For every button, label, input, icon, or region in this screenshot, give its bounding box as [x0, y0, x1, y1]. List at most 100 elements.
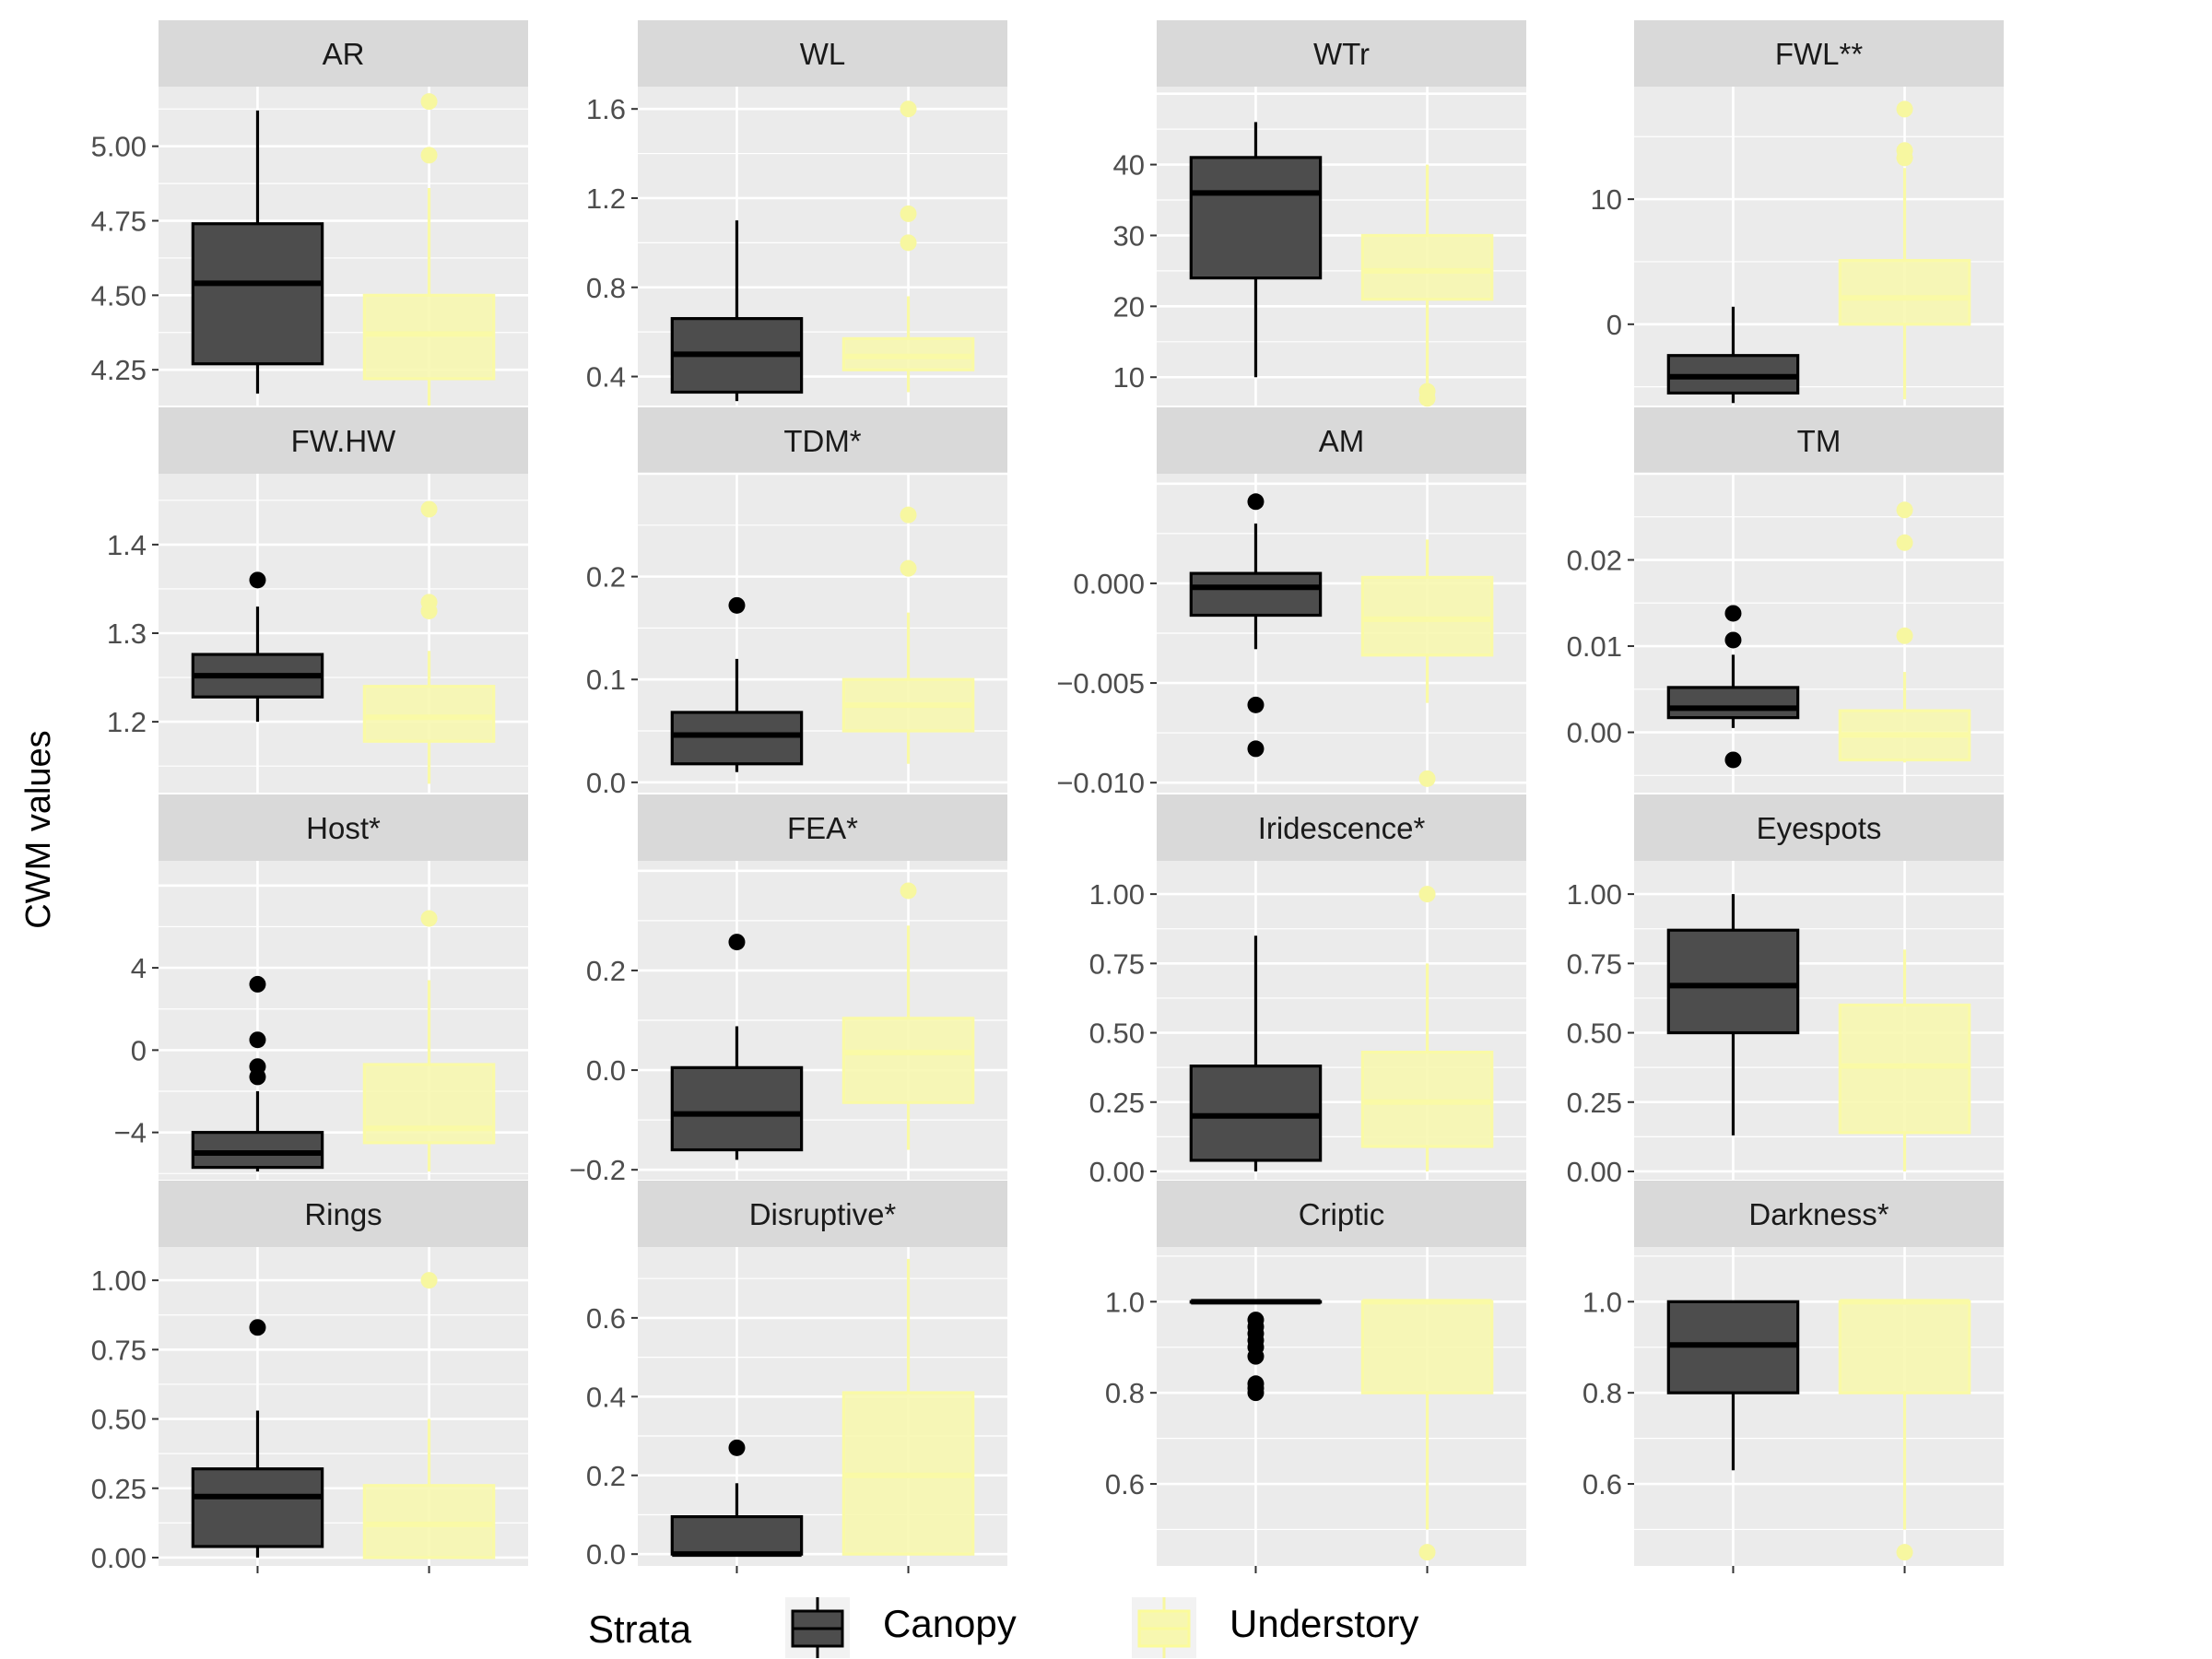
y-tick-label: 0.50: [1567, 1018, 1622, 1050]
outlier-point: [1896, 534, 1913, 551]
y-tick-label: 0.75: [91, 1334, 147, 1366]
box-understory-wtr: [1360, 164, 1494, 407]
strip-label-tm: TM: [1797, 424, 1841, 458]
panel-iridescence: Iridescence* 0.00 0.25 0.50 0.75 1.00: [1089, 794, 1526, 1188]
box-body: [1838, 259, 1971, 326]
box-canopy-darkness: [1666, 1300, 1800, 1471]
strip-wtr: [1157, 20, 1526, 87]
y-tick-label: −0.005: [1056, 667, 1145, 700]
outlier-point: [1247, 493, 1265, 511]
y-tick-label: 4.25: [91, 354, 147, 386]
strip-rings: [159, 1181, 528, 1247]
y-tick-label: 0.8: [1105, 1377, 1145, 1409]
outlier-point: [1724, 631, 1742, 649]
strip-label-fw-hw: FW.HW: [291, 424, 396, 458]
box-body: [362, 685, 496, 743]
y-tick-label: 1.00: [1567, 878, 1622, 911]
y-tick-label: 0.4: [586, 1381, 626, 1413]
outlier-point: [1724, 605, 1742, 622]
y-tick-label: 1.0: [1583, 1286, 1622, 1318]
y-tick-label: 0.0: [586, 1538, 626, 1571]
y-tick-label: 1.2: [586, 182, 626, 215]
strip-disruptive: [638, 1181, 1007, 1247]
strip-label-eyespots: Eyespots: [1757, 811, 1882, 845]
strip-tdm: [638, 407, 1007, 474]
y-tick-label: 0.00: [91, 1542, 147, 1574]
plot-area-darkness: [1634, 1247, 2004, 1566]
y-tick-label: 1.00: [91, 1265, 147, 1297]
y-tick-label: 1.6: [586, 93, 626, 125]
legend-key-understory: [1132, 1597, 1196, 1658]
strip-eyespots: [1634, 794, 2004, 861]
y-tick-label: 1.0: [1105, 1286, 1145, 1318]
box-body: [841, 1017, 975, 1104]
outlier-point: [728, 934, 746, 951]
box-body: [1360, 1050, 1494, 1148]
strip-label-disruptive: Disruptive*: [749, 1197, 897, 1231]
y-tick-label: 0.75: [1089, 947, 1145, 980]
box-understory-fea: [841, 882, 975, 1150]
y-tick-label: 10: [1591, 183, 1622, 216]
y-tick-label: 0.75: [1567, 947, 1622, 980]
y-tick-label: 40: [1113, 149, 1145, 182]
box-understory-disruptive: [841, 1258, 975, 1556]
y-tick-label: −0.2: [570, 1154, 626, 1186]
outlier-point: [1247, 1347, 1265, 1365]
strip-fea: [638, 794, 1007, 861]
y-tick-label: 0.6: [1583, 1468, 1622, 1500]
panel-fwl: FWL** 0 10: [1591, 20, 2004, 406]
panel-tm: TM 0.00 0.01 0.02: [1567, 407, 2004, 793]
strip-darkness: [1634, 1181, 2004, 1247]
plot-area-fwl: [1634, 87, 2004, 406]
panel-eyespots: Eyespots 0.00 0.25 0.50 0.75 1.00: [1567, 794, 2004, 1188]
y-tick-label: 0.8: [1583, 1377, 1622, 1409]
box-understory-rings: [362, 1272, 496, 1559]
panel-tdm: TDM* 0.0 0.1 0.2: [586, 407, 1007, 799]
box-canopy-rings: [191, 1319, 324, 1558]
y-tick-label: 20: [1113, 290, 1145, 323]
outlier-point: [249, 571, 266, 589]
strip-fw-hw: [159, 407, 528, 474]
outlier-point: [728, 1439, 746, 1456]
outlier-point: [1418, 1544, 1436, 1561]
y-tick-label: 0.6: [586, 1302, 626, 1335]
strip-label-rings: Rings: [304, 1197, 382, 1231]
y-tick-label: 0.50: [1089, 1018, 1145, 1050]
box-understory-iridescence: [1360, 886, 1494, 1171]
box-understory-ar: [362, 93, 496, 406]
strip-label-fwl: FWL**: [1775, 37, 1864, 71]
box-canopy-criptic: [1189, 1299, 1323, 1402]
outlier-point: [420, 147, 438, 164]
y-tick-label: 0.2: [586, 1460, 626, 1492]
strip-criptic: [1157, 1181, 1526, 1247]
strip-iridescence: [1157, 794, 1526, 861]
outlier-point: [900, 205, 917, 222]
box-canopy-iridescence: [1189, 935, 1323, 1171]
box-canopy-wtr: [1189, 122, 1323, 378]
box-understory-am: [1360, 539, 1494, 787]
box-body: [1360, 575, 1494, 657]
y-tick-label: 0.2: [586, 561, 626, 594]
box-understory-fw-hw: [362, 500, 496, 784]
outlier-point: [420, 594, 438, 611]
box-body: [1838, 1003, 1971, 1135]
strip-tm: [1634, 407, 2004, 474]
y-tick-label: 0.00: [1567, 717, 1622, 749]
strip-label-criptic: Criptic: [1299, 1197, 1385, 1231]
outlier-point: [420, 1272, 438, 1289]
box-body: [191, 1467, 324, 1548]
box-body: [670, 1065, 804, 1152]
outlier-point: [249, 1068, 266, 1086]
box-canopy-ar: [191, 110, 324, 394]
y-tick-label: −0.010: [1056, 767, 1145, 799]
outlier-point: [1418, 770, 1436, 787]
box-canopy-am: [1189, 493, 1323, 758]
box-body: [1360, 233, 1494, 301]
box-body: [1189, 156, 1323, 280]
panel-disruptive: Disruptive* 0.0 0.2 0.4 0.6: [586, 1181, 1007, 1573]
facet-panels: AR 4.25 4.50 4.75 5.00 WL 0.4 0.8 1.2 1.6 WTr 10 20 3…: [91, 20, 2004, 1574]
panel-wtr: WTr 10 20 30 40: [1113, 20, 1526, 407]
y-tick-label: 0.25: [91, 1473, 147, 1505]
box-understory-fwl: [1838, 100, 1971, 400]
y-tick-label: 4.75: [91, 206, 147, 238]
